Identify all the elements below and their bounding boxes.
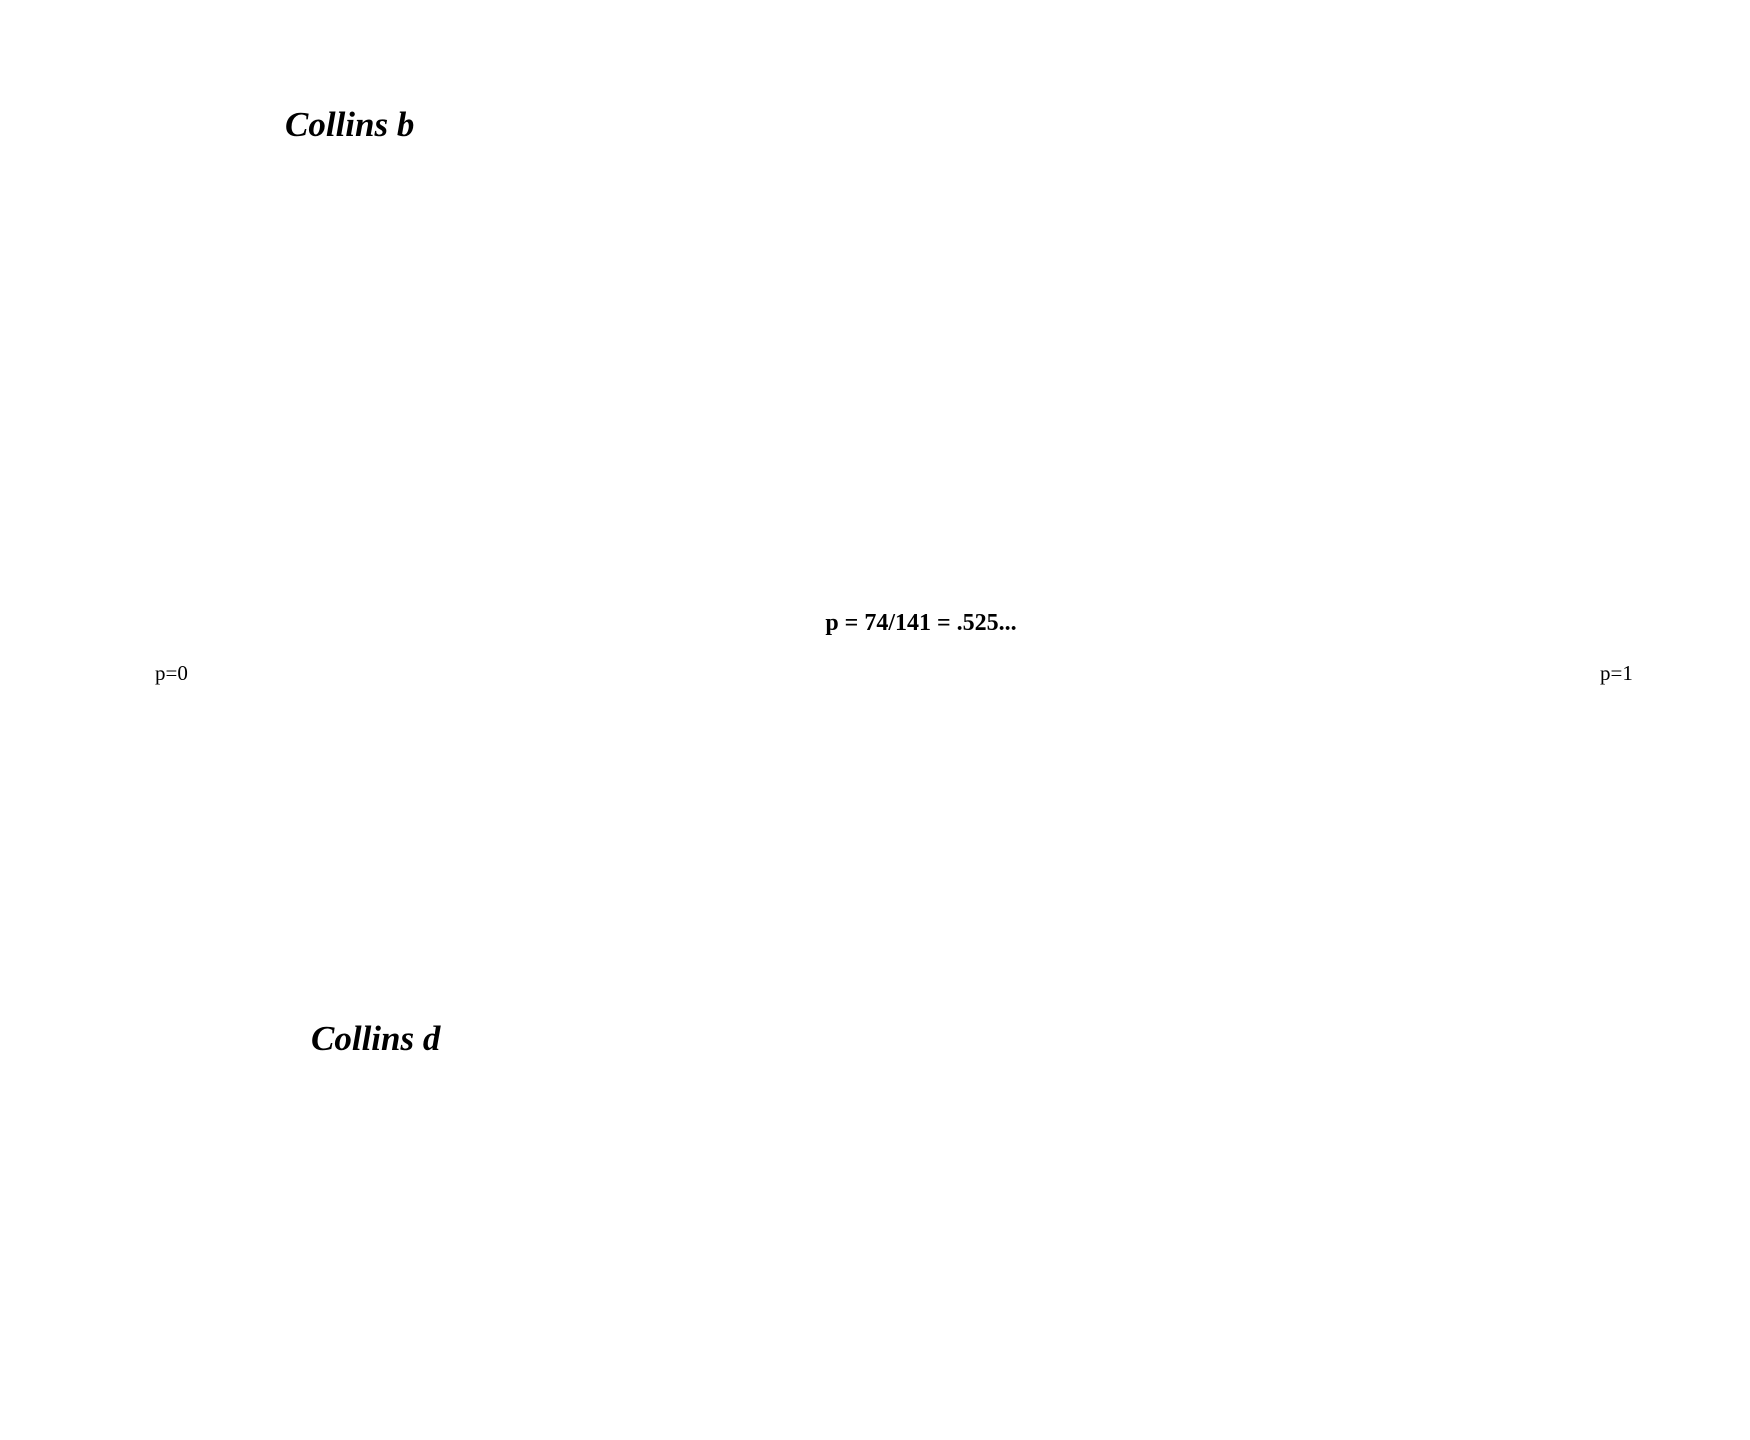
- annotation: p = 74/141 = .525...: [825, 610, 1016, 636]
- series-label: Collins d: [311, 1019, 441, 1058]
- series-label: Collins b: [285, 105, 414, 144]
- annotation: p=1: [1600, 661, 1633, 685]
- annotation: p=0: [155, 661, 188, 685]
- labels: Collins b Collins d p=0 p=1 p = 74/141 =…: [155, 105, 1633, 1058]
